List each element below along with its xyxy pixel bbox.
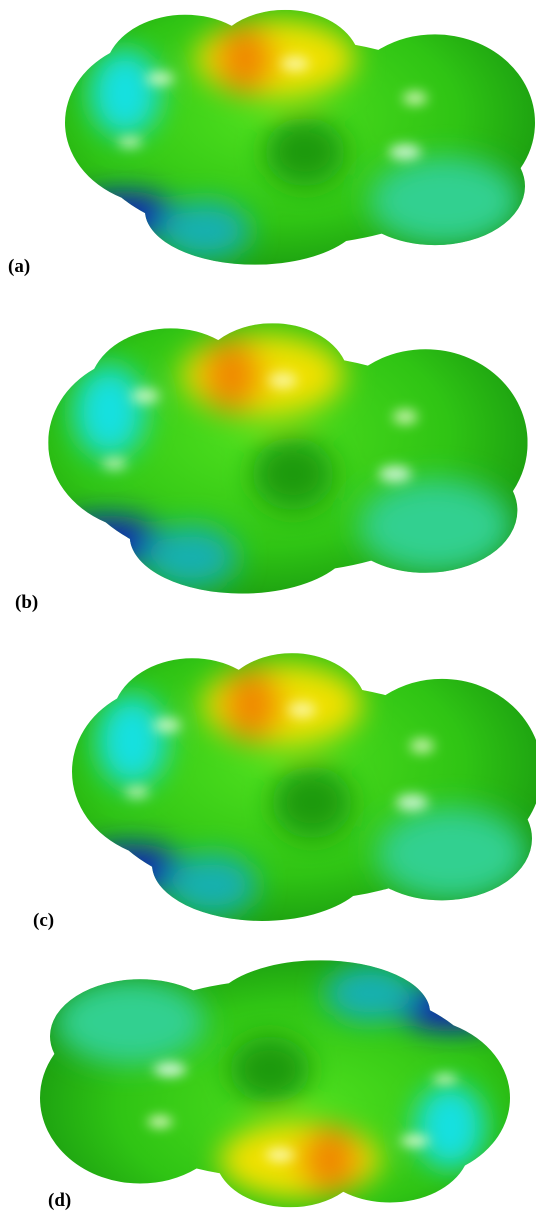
panel-label: (d) [48, 1190, 71, 1211]
surface-c [62, 648, 536, 936]
panel-label: (c) [33, 910, 54, 931]
panel-label: (b) [15, 592, 38, 613]
figure: (a) (b) (c) (d) [0, 0, 536, 1230]
surface-d [40, 946, 520, 1212]
surface-b [38, 318, 528, 609]
panel-label: (a) [8, 256, 30, 277]
surface-a [55, 5, 535, 279]
